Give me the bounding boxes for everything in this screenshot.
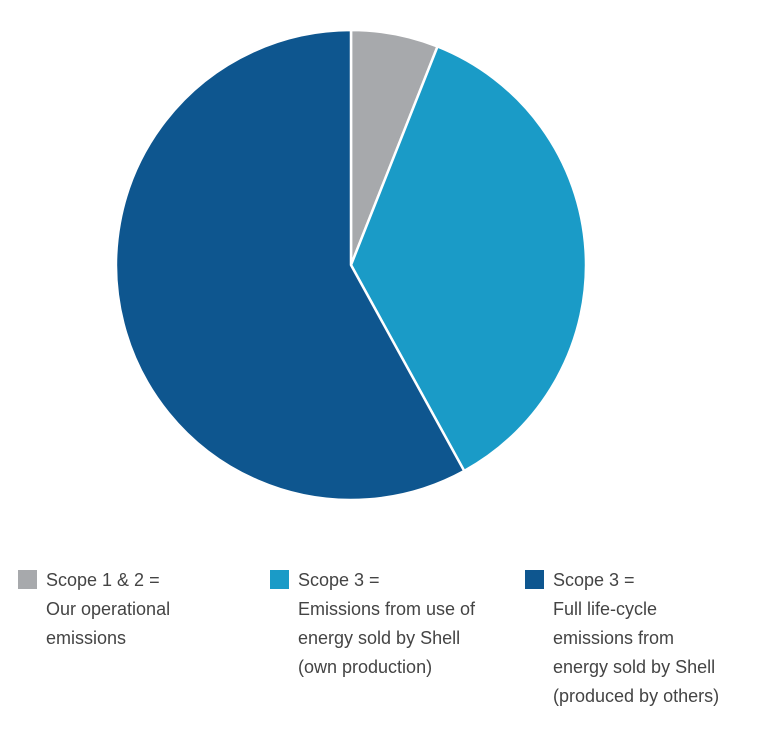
legend-label: Scope 3 = Full life-cycle emissions from… xyxy=(553,570,720,706)
legend-swatch xyxy=(18,570,37,589)
legend-item: Scope 1 & 2 = Our operational emissions xyxy=(18,566,170,653)
legend-label: Scope 1 & 2 = Our operational emissions xyxy=(46,570,171,648)
chart xyxy=(114,28,588,502)
legend-swatch xyxy=(525,570,544,589)
pie-slice xyxy=(114,28,466,502)
legend-item: Scope 3 = Emissions from use of energy s… xyxy=(270,566,475,682)
pie-slice xyxy=(349,45,588,473)
legend-swatch xyxy=(270,570,289,589)
legend-item: Scope 3 = Full life-cycle emissions from… xyxy=(525,566,719,711)
legend-label: Scope 3 = Emissions from use of energy s… xyxy=(298,570,476,677)
